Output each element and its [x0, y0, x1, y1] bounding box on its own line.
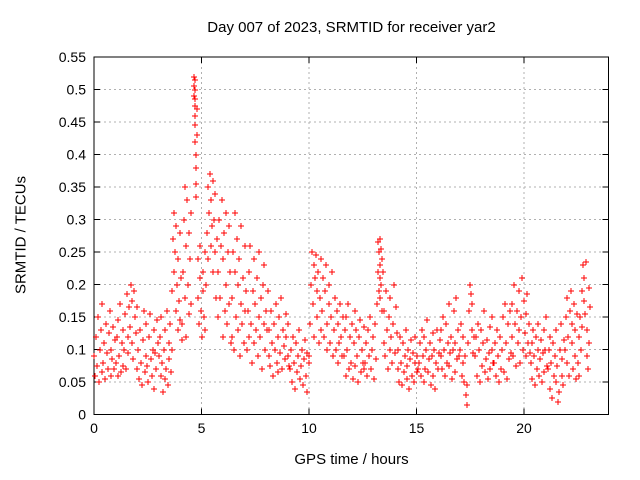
y-tick-label: 0.5 [67, 82, 87, 98]
y-tick-label: 0.1 [67, 342, 87, 358]
y-tick-label: 0.35 [59, 179, 86, 195]
x-tick-label: 20 [516, 420, 532, 436]
x-tick-label: 10 [301, 420, 317, 436]
chart-title: Day 007 of 2023, SRMTID for receiver yar… [207, 19, 496, 36]
x-tick-label: 15 [409, 420, 425, 436]
y-tick-label: 0.15 [59, 309, 86, 325]
y-tick-label: 0.3 [67, 212, 87, 228]
x-tick-label: 5 [198, 420, 206, 436]
y-tick-label: 0.05 [59, 374, 86, 390]
y-tick-label: 0.25 [59, 244, 86, 260]
y-tick-label: 0.55 [59, 49, 86, 65]
x-tick-labels: 0 5 10 15 20 [90, 420, 532, 436]
scatter-points [91, 74, 593, 408]
y-tick-labels: 0 0.05 0.1 0.15 0.2 0.25 0.3 0.35 0.4 0.45 0.5 0.55 [59, 49, 86, 423]
x-axis-label: GPS time / hours [294, 451, 409, 468]
plot-border [93, 56, 609, 415]
y-tick-label: 0.2 [67, 277, 87, 293]
y-tick-label: 0.4 [67, 147, 87, 163]
y-tick-label: 0.45 [59, 114, 86, 130]
x-tick-label: 0 [90, 420, 98, 436]
y-tick-label: 0 [78, 407, 86, 423]
